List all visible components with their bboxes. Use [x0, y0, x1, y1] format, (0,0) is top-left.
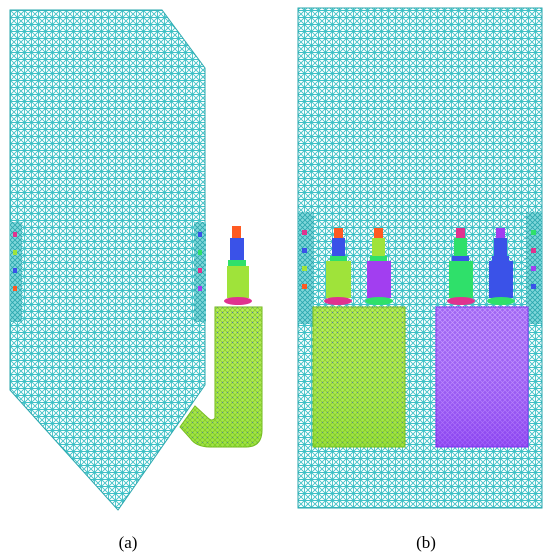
strip-markers-a — [13, 232, 202, 291]
ladle-violet-gradient-b — [436, 307, 528, 447]
electrode-mid-a — [228, 260, 246, 266]
vessel-mesh-a — [9, 9, 206, 511]
caption-b: (b) — [416, 533, 436, 552]
electrode-b3 — [447, 228, 475, 305]
electrode-upper-a — [230, 238, 244, 260]
electrode-b4 — [487, 228, 515, 305]
ladle-lime-gradient-b — [313, 307, 405, 447]
electrode-base-a — [224, 297, 252, 305]
panel-a — [9, 9, 263, 511]
caption-a: (a) — [118, 533, 138, 552]
ladle-gradient-a — [180, 307, 262, 447]
electrode-b2 — [365, 228, 393, 305]
electrode-cap-a — [232, 226, 241, 238]
electrode-b1 — [324, 228, 352, 305]
electrode-lower-a — [227, 266, 249, 298]
strip-markers-b — [302, 230, 536, 289]
panel-b — [297, 7, 543, 509]
